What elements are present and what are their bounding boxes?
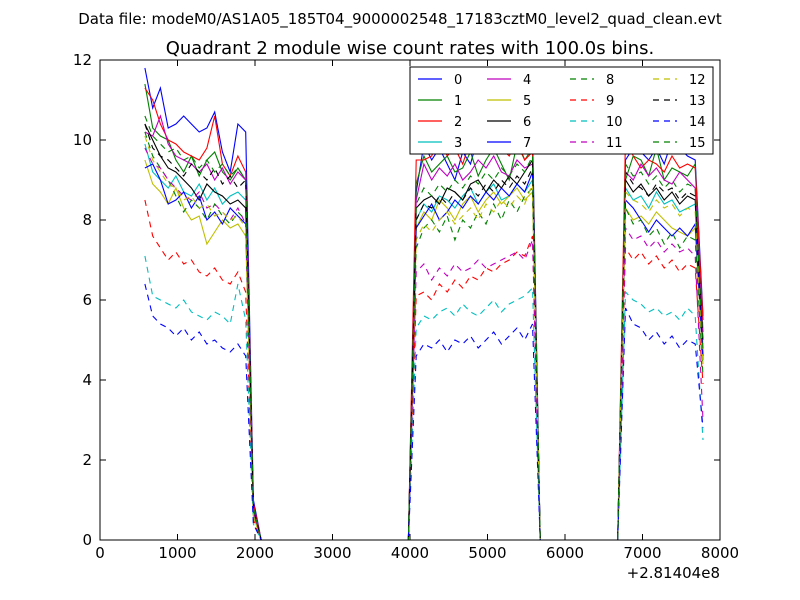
x-offset-label: +2.81404e8 [627,564,720,582]
legend-label-7: 7 [523,136,531,151]
y-tick-label: 4 [82,371,92,389]
x-tick-label: 8000 [701,544,739,562]
legend-label-2: 2 [454,115,462,130]
series-line-8 [144,131,704,541]
x-tick-label: 2000 [236,544,274,562]
figure-title: Data file: modeM0/AS1A05_185T04_90000025… [78,10,722,29]
y-tick-label: 6 [82,291,92,309]
legend-label-15: 15 [689,136,706,151]
y-tick-label: 2 [82,451,92,469]
y-tick-label: 12 [73,51,92,69]
legend-label-3: 3 [454,136,462,151]
x-tick-label: 3000 [313,544,351,562]
axis-ticks: 0 1000 2000 3000 4000 5000 6000 7000 80000246810… [73,51,739,562]
legend-label-0: 0 [454,73,462,88]
legend-label-5: 5 [523,94,531,109]
legend-label-11: 11 [606,136,623,151]
legend-label-9: 9 [606,94,614,109]
series-line-10 [144,255,704,541]
x-tick-label: 1000 [158,544,196,562]
legend-label-10: 10 [606,115,623,130]
x-tick-label: 0 [95,544,105,562]
x-tick-label: 7000 [623,544,661,562]
legend-label-4: 4 [523,73,531,88]
legend-label-8: 8 [606,73,614,88]
legend-label-6: 6 [523,115,531,130]
x-tick-label: 4000 [391,544,429,562]
y-tick-label: 8 [82,211,92,229]
x-tick-label: 5000 [468,544,506,562]
legend-label-1: 1 [454,94,462,109]
legend-label-13: 13 [689,94,706,109]
series-line-13 [144,123,704,541]
y-tick-label: 0 [82,531,92,549]
y-tick-label: 10 [73,131,92,149]
legend-label-14: 14 [689,115,706,130]
chart-title: Quadrant 2 module wise count rates with … [166,38,655,59]
x-tick-label: 6000 [546,544,584,562]
legend-label-12: 12 [689,73,706,88]
legend-frame [409,66,714,155]
